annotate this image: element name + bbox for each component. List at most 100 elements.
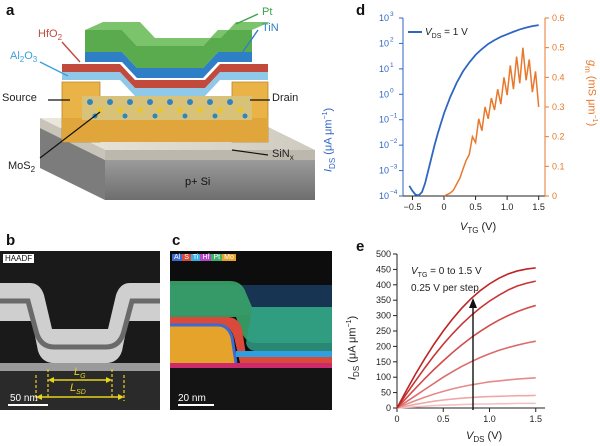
y-tick-right-label-d: 0.1 (552, 161, 565, 171)
lsd-label: LSD (70, 382, 86, 397)
y-tick-right-label-d: 0.2 (552, 132, 565, 142)
chart-d: −0.5 0 0.5 1.0 1.510 −410 −310 −210 −110 010 110 21… (379, 11, 565, 212)
chart-e-ylabel: IDS (μA μm−1) (346, 315, 361, 380)
y-tick-label-e: 250 (376, 326, 391, 336)
y-tick-left-exp-d: −3 (390, 164, 398, 171)
y-tick-label-e: 400 (376, 280, 391, 290)
panel-label-b: b (6, 232, 16, 249)
haadf-svg (0, 251, 160, 410)
chart-e-annotation-2: 0.25 V per step (411, 283, 479, 294)
panel-label-a: a (6, 2, 15, 19)
output-curve-3 (396, 340, 536, 409)
output-curve-0 (396, 402, 536, 409)
output-curve-1 (396, 394, 536, 409)
y-tick-label-e: 300 (376, 311, 391, 321)
legend-hf: Hf (200, 254, 212, 261)
y-tick-label-e: 0 (386, 403, 391, 413)
haadf-scale-label: 50 nm (10, 393, 38, 404)
y-tick-left-exp-d: −1 (390, 113, 398, 120)
eds-scale-label: 20 nm (178, 393, 206, 404)
tin-label: TiN (262, 22, 279, 34)
y-tick-label-e: 100 (376, 372, 391, 382)
x-tick-label-d: 0 (442, 202, 447, 212)
legend-line-swatch (408, 31, 422, 34)
y-tick-left-label-d: 10 (379, 13, 389, 23)
output-curve-2 (396, 377, 536, 409)
haadf-tag: HAADF (3, 254, 35, 263)
y-tick-label-e: 200 (376, 341, 391, 351)
y-tick-label-e: 350 (376, 295, 391, 305)
panel-label-d: d (356, 2, 366, 19)
source-label: Source (2, 92, 37, 104)
tin-arrow (239, 29, 259, 57)
panel-label-c: c (172, 232, 181, 249)
tin-layer (85, 52, 252, 78)
eds-element-legend: Al S Ti Hf Pt Mo (172, 254, 236, 261)
substrate-side (105, 160, 315, 200)
drain-label: Drain (272, 92, 299, 104)
x-tick-label-e: 0 (394, 414, 399, 424)
eds-svg (170, 251, 332, 410)
legend-s: S (182, 254, 191, 261)
y-tick-left-exp-d: 0 (390, 87, 394, 94)
y-tick-left-exp-d: 3 (390, 11, 394, 18)
chart-d-ylabel-right: gm (mS μm−1) (583, 60, 598, 127)
legend-al: Al (172, 254, 183, 261)
chart-e: 0 0.5 1.0 1.5 0 50 100 150 200 250 300 350 400 450 500 (376, 249, 545, 424)
legend-pt: Pt (211, 254, 223, 261)
al2o3-layer (62, 72, 268, 96)
y-tick-left-label-d: 10 (379, 140, 389, 150)
al2o3-label: Al2O3 (10, 50, 38, 65)
y-tick-left-exp-d: −2 (390, 138, 398, 145)
x-tick-label-e: 1.0 (483, 414, 496, 424)
panel-label-e: e (356, 238, 365, 255)
pt-top (85, 22, 270, 46)
chart-d-xlabel: VTG (V) (460, 221, 497, 236)
pt-arrow (235, 13, 259, 25)
chart-d-legend: VDS = 1 V (408, 27, 468, 40)
chart-e-annotation-1: VTG = 0 to 1.5 V (411, 266, 482, 279)
y-tick-right-label-d: 0.5 (552, 43, 565, 53)
gm-curve (443, 47, 540, 197)
y-tick-label-e: 50 (381, 388, 391, 398)
output-curve-5 (396, 280, 536, 409)
y-tick-label-e: 500 (376, 249, 391, 259)
mos2-lattice (87, 99, 248, 119)
chart-e-xlabel: VDS (V) (466, 430, 503, 445)
y-tick-left-exp-d: 1 (390, 62, 394, 69)
y-tick-left-exp-d: −4 (390, 189, 398, 196)
mos2-arrow (39, 111, 101, 159)
output-curve-6 (396, 267, 536, 409)
output-curve-4 (396, 304, 536, 409)
lg-label: LG (74, 366, 86, 381)
y-tick-right-label-d: 0 (552, 191, 557, 201)
mos2-label: MoS2 (8, 160, 36, 175)
hfo2-layer (62, 64, 268, 88)
y-tick-right-label-d: 0.4 (552, 72, 565, 82)
hfo2-arrow (61, 41, 81, 63)
y-tick-right-label-d: 0.6 (552, 13, 565, 23)
legend-ti: Ti (190, 254, 201, 261)
x-tick-label-d: 0.5 (469, 202, 482, 212)
sin-layer-front (105, 150, 315, 160)
x-tick-label-d: 1.0 (501, 202, 514, 212)
y-tick-left-label-d: 10 (379, 89, 389, 99)
x-tick-label-d: −0.5 (404, 202, 422, 212)
substrate-label: p+ Si (185, 176, 211, 188)
pt-layer (85, 30, 252, 68)
x-tick-label-e: 0.5 (437, 414, 450, 424)
vtg-step-arrow (469, 298, 477, 410)
hfo2-label: HfO2 (38, 28, 63, 43)
sinx-label: SiNx (272, 148, 294, 163)
chart-d-ylabel-left: IDS (μA μm−1) (322, 107, 337, 172)
y-tick-label-e: 150 (376, 357, 391, 367)
y-tick-left-exp-d: 2 (390, 36, 394, 43)
y-tick-left-label-d: 10 (379, 64, 389, 74)
device-schematic-svg (39, 13, 315, 200)
y-tick-left-label-d: 10 (379, 191, 389, 201)
sinx-arrow (231, 149, 269, 156)
mos2-channel (82, 96, 252, 120)
channel-contact-bottom (62, 118, 268, 142)
y-tick-left-label-d: 10 (379, 166, 389, 176)
y-tick-right-label-d: 0.3 (552, 102, 565, 112)
